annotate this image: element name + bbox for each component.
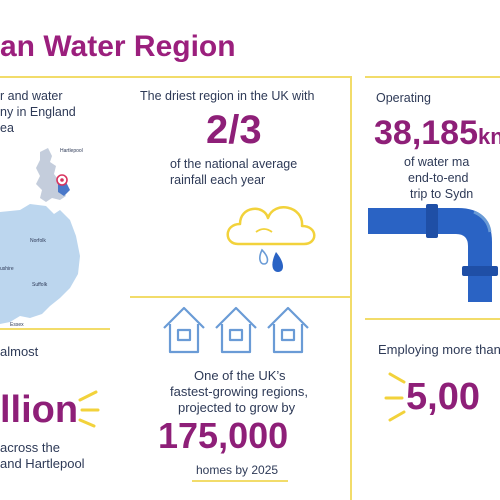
map-label-shire: ushire <box>0 266 14 272</box>
mains-text-line3: trip to Sydn <box>410 187 474 201</box>
anglian-region-map <box>0 204 80 324</box>
sparkle-icon-right <box>384 372 406 422</box>
region-map <box>0 148 80 324</box>
page-title: an Water Region <box>0 30 236 63</box>
across-text-line1: across the <box>0 440 60 455</box>
almost-text: almost <box>0 344 39 359</box>
growth-text-line3: projected to grow by <box>178 400 296 415</box>
mid-divider <box>130 296 350 298</box>
map-label-norfolk: Norfolk <box>30 238 46 244</box>
operating-text: Operating <box>376 91 431 105</box>
employing-text: Employing more than <box>378 342 500 357</box>
homes-by-text: homes by 2025 <box>196 463 279 477</box>
map-label-hartlepool: Hartlepool <box>60 148 83 154</box>
across-text-line2: and Hartlepool <box>0 456 85 471</box>
mains-length: 38,185kn <box>374 114 500 156</box>
top-divider <box>0 76 350 78</box>
cloud-icon <box>226 206 316 272</box>
sparkle-icon <box>78 390 100 428</box>
col1-text-line2: ny in England <box>0 105 76 119</box>
rainfall-fraction: 2/3 <box>206 108 262 152</box>
raindrop-icon <box>272 252 283 272</box>
mains-length-number: 38,185 <box>374 114 478 152</box>
map-label-suffolk: Suffolk <box>32 282 48 288</box>
right-column-divider <box>350 76 352 500</box>
employees-number: 5,00 <box>406 376 480 418</box>
growth-text-line2: fastest-growing regions, <box>170 384 309 399</box>
mains-length-unit: kn <box>478 124 500 149</box>
houses-icon <box>163 306 309 354</box>
raindrop-outline-icon <box>259 248 269 265</box>
water-pipe-icon <box>368 204 498 302</box>
col1-text-line1: r and water <box>0 89 63 103</box>
population-number: llion <box>0 389 79 431</box>
top-divider-right <box>365 76 500 78</box>
homes-underline <box>192 480 288 482</box>
mains-text-line1: of water ma <box>404 155 470 169</box>
mains-text-line2: end-to-end <box>408 171 469 185</box>
left-mid-divider <box>0 328 110 330</box>
growth-text-line1: One of the UK’s <box>194 368 286 383</box>
avg-text-line2: rainfall each year <box>170 173 266 187</box>
driest-text: The driest region in the UK with <box>140 89 315 103</box>
hartlepool-pin-dot <box>60 178 64 182</box>
right-mid-divider <box>365 318 500 320</box>
avg-text-line1: of the national average <box>170 157 298 171</box>
map-label-essex: Essex <box>10 322 24 328</box>
col1-text-line3: ea <box>0 121 14 135</box>
homes-number: 175,000 <box>158 415 289 456</box>
